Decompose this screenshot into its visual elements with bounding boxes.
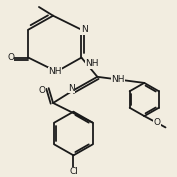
Text: N: N (81, 25, 87, 34)
Text: N: N (68, 84, 75, 93)
Text: O: O (39, 86, 46, 95)
Text: O: O (7, 53, 14, 62)
Text: NH: NH (85, 59, 99, 68)
Text: NH: NH (111, 75, 124, 84)
Text: Cl: Cl (69, 167, 78, 176)
Text: NH: NH (48, 67, 62, 76)
Text: O: O (153, 118, 160, 127)
